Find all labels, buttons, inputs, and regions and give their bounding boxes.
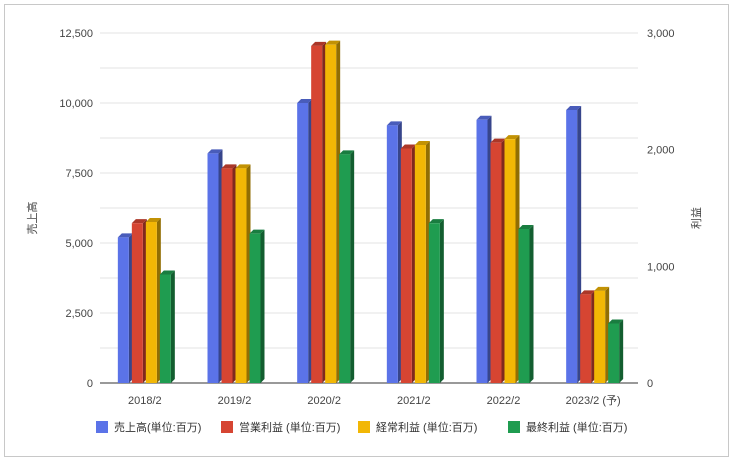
- legend-label: 営業利益 (単位:百万): [239, 420, 340, 434]
- left-tick-label: 0: [87, 378, 93, 390]
- bar-top: [518, 225, 534, 229]
- bar: [325, 44, 337, 384]
- left-tick-label: 2,500: [65, 308, 93, 320]
- bar: [131, 223, 143, 383]
- bar: [249, 233, 261, 383]
- bar-top: [566, 106, 582, 110]
- legend-swatch: [358, 421, 370, 433]
- x-tick-label: 2022/2: [487, 395, 521, 407]
- bar-top: [207, 149, 223, 154]
- left-tick-label: 5,000: [65, 238, 93, 250]
- bar: [580, 294, 592, 383]
- gridlines: [100, 32, 638, 384]
- right-tick-label: 0: [647, 378, 653, 390]
- bar: [400, 148, 412, 383]
- x-tick-label: 2020/2: [307, 395, 341, 407]
- bars: [117, 40, 624, 384]
- bar: [414, 145, 426, 383]
- bar: [145, 222, 157, 383]
- right-tick-label: 3,000: [647, 28, 675, 40]
- bar: [476, 119, 488, 384]
- legend-label: 売上高(単位:百万): [114, 420, 201, 434]
- bar-top: [608, 319, 624, 324]
- bar-top: [428, 219, 444, 224]
- bar-side: [170, 270, 175, 383]
- right-axis-label: 利益: [689, 207, 703, 229]
- bar-side: [350, 150, 355, 383]
- axes: 0 2,500 5,000 7,500 10,000 12,500 0 1,000 2,000 3…: [59, 28, 674, 407]
- bar-top: [339, 150, 355, 155]
- right-tick-label: 2,000: [647, 145, 675, 157]
- bar-side: [439, 219, 444, 383]
- bar: [504, 139, 516, 383]
- bar-top: [476, 115, 492, 120]
- bar: [117, 237, 129, 383]
- x-tick-label: 2018/2: [128, 395, 162, 407]
- bar-top: [414, 141, 430, 145]
- legend-swatch: [221, 421, 233, 433]
- bar: [235, 168, 247, 383]
- bar-top: [221, 164, 237, 169]
- x-tick-label: 2021/2: [397, 395, 431, 407]
- bar-top: [386, 121, 402, 126]
- legend-swatch: [96, 421, 108, 433]
- bar: [608, 323, 620, 383]
- bar-top: [594, 286, 610, 291]
- bar: [566, 110, 578, 383]
- bar: [159, 274, 171, 383]
- left-tick-label: 7,500: [65, 168, 93, 180]
- left-tick-label: 10,000: [59, 98, 93, 110]
- left-axis-label: 売上高: [25, 202, 39, 235]
- bar: [518, 229, 530, 383]
- bar: [386, 125, 398, 384]
- bar-top: [297, 99, 313, 103]
- bar-side: [260, 229, 265, 383]
- legend-swatch: [508, 421, 520, 433]
- bar-top: [159, 270, 175, 275]
- bar-top: [145, 218, 161, 222]
- bar-top: [117, 233, 133, 238]
- bar: [221, 168, 233, 383]
- x-tick-label: 2019/2: [218, 395, 252, 407]
- bar-top: [325, 40, 341, 45]
- bar-top: [131, 219, 147, 224]
- bar: [339, 154, 351, 383]
- x-tick-label: 2023/2 (予): [566, 394, 621, 407]
- bar: [490, 142, 502, 383]
- bar-side: [619, 319, 624, 383]
- bar-top: [249, 229, 265, 234]
- left-tick-label: 12,500: [59, 28, 93, 40]
- bar-top: [311, 41, 327, 46]
- right-tick-label: 1,000: [647, 261, 675, 273]
- bar: [311, 45, 323, 383]
- bar: [297, 103, 309, 383]
- bar-top: [490, 138, 506, 143]
- legend: 売上高(単位:百万) 営業利益 (単位:百万) 経常利益 (単位:百万) 最終利益 (…: [96, 420, 627, 434]
- bar-top: [235, 164, 251, 169]
- bar-top: [504, 135, 520, 140]
- bar-top: [400, 144, 416, 149]
- bar-side: [529, 225, 534, 383]
- bar: [594, 290, 606, 383]
- bar: [207, 153, 219, 383]
- bar-top: [580, 290, 596, 295]
- bar: [428, 223, 440, 383]
- legend-label: 経常利益 (単位:百万): [376, 420, 477, 434]
- legend-label: 最終利益 (単位:百万): [526, 420, 627, 434]
